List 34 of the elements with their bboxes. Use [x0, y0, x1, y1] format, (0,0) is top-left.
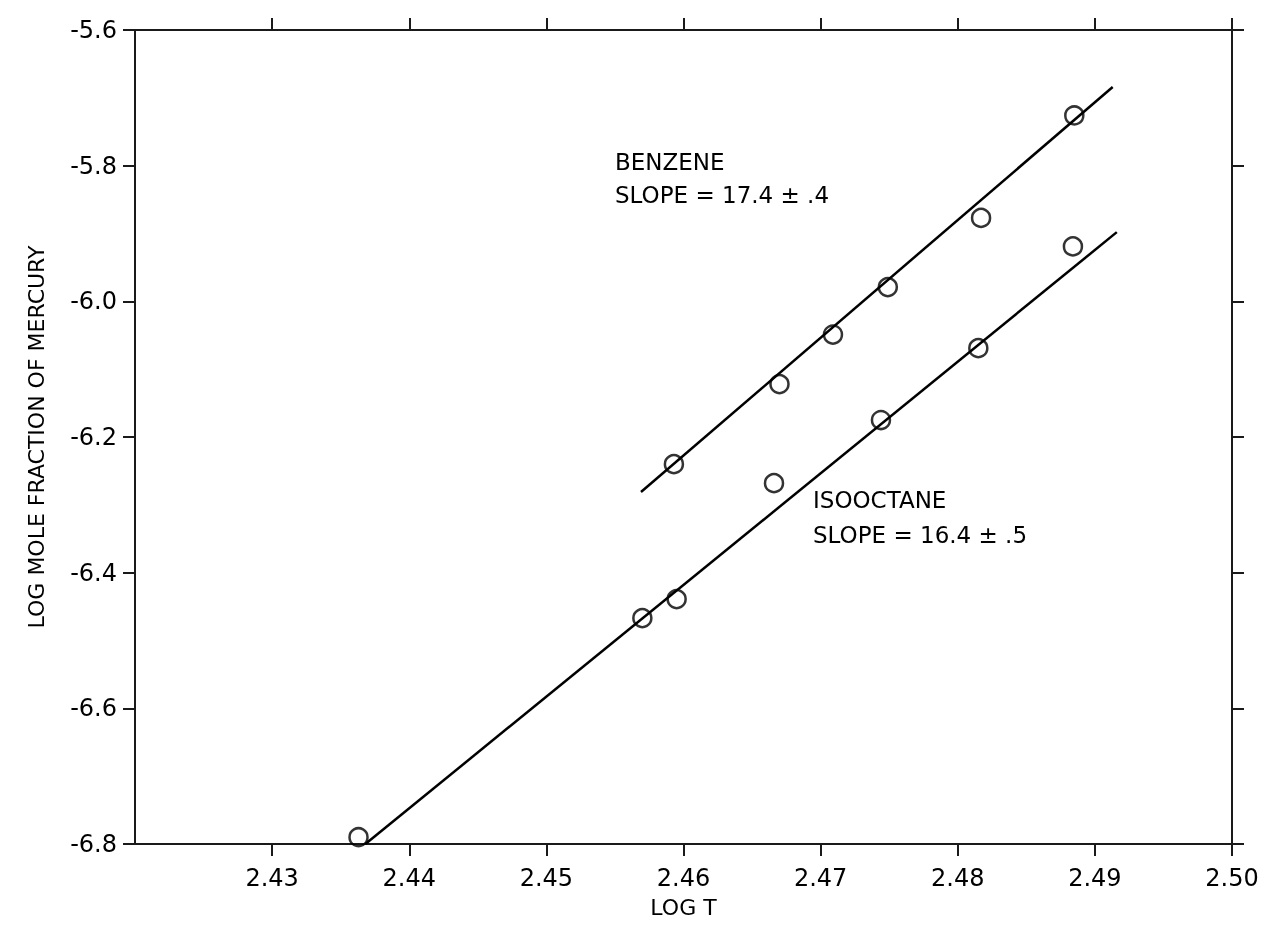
- point: [632, 607, 653, 629]
- point: [769, 373, 790, 395]
- point: [970, 207, 992, 229]
- annotation: SLOPE = 17.4 ± .4: [615, 182, 830, 208]
- x-tick-label: 2.44: [382, 864, 436, 892]
- point: [663, 453, 685, 475]
- x-tick-label: 2.47: [793, 864, 848, 892]
- y-tick-label: -5.8: [70, 151, 117, 180]
- y-tick-label: -6.0: [70, 287, 117, 316]
- x-tick-label: 2.48: [931, 864, 985, 892]
- point: [763, 472, 785, 494]
- annotation: BENZENE: [615, 149, 725, 175]
- annotation: SLOPE = 16.4 ± .5: [813, 522, 1028, 548]
- point: [666, 588, 687, 610]
- annotation: ISOOCTANE: [813, 487, 947, 513]
- point: [348, 826, 369, 848]
- y-tick-label: -6.4: [70, 558, 117, 587]
- point: [1064, 105, 1085, 126]
- y-tick-label: -5.6: [70, 16, 117, 44]
- x-tick-label: 2.49: [1068, 864, 1122, 892]
- y-axis-title: LOG MOLE FRACTION OF MERCURY: [23, 245, 49, 629]
- y-tick-label: -6.6: [70, 694, 117, 723]
- point: [870, 409, 892, 431]
- y-tick-label: -6.2: [70, 423, 117, 451]
- point: [822, 324, 844, 345]
- x-tick-label: 2.43: [245, 864, 299, 892]
- x-tick-label: 2.46: [656, 864, 711, 892]
- x-tick-label: 2.45: [519, 864, 574, 892]
- point: [877, 276, 899, 298]
- x-tick-label: 2.50: [1205, 864, 1259, 892]
- y-tick-label: -6.8: [70, 830, 117, 858]
- x-axis-title: LOG T: [650, 894, 718, 920]
- point: [1062, 236, 1084, 257]
- point: [968, 337, 989, 359]
